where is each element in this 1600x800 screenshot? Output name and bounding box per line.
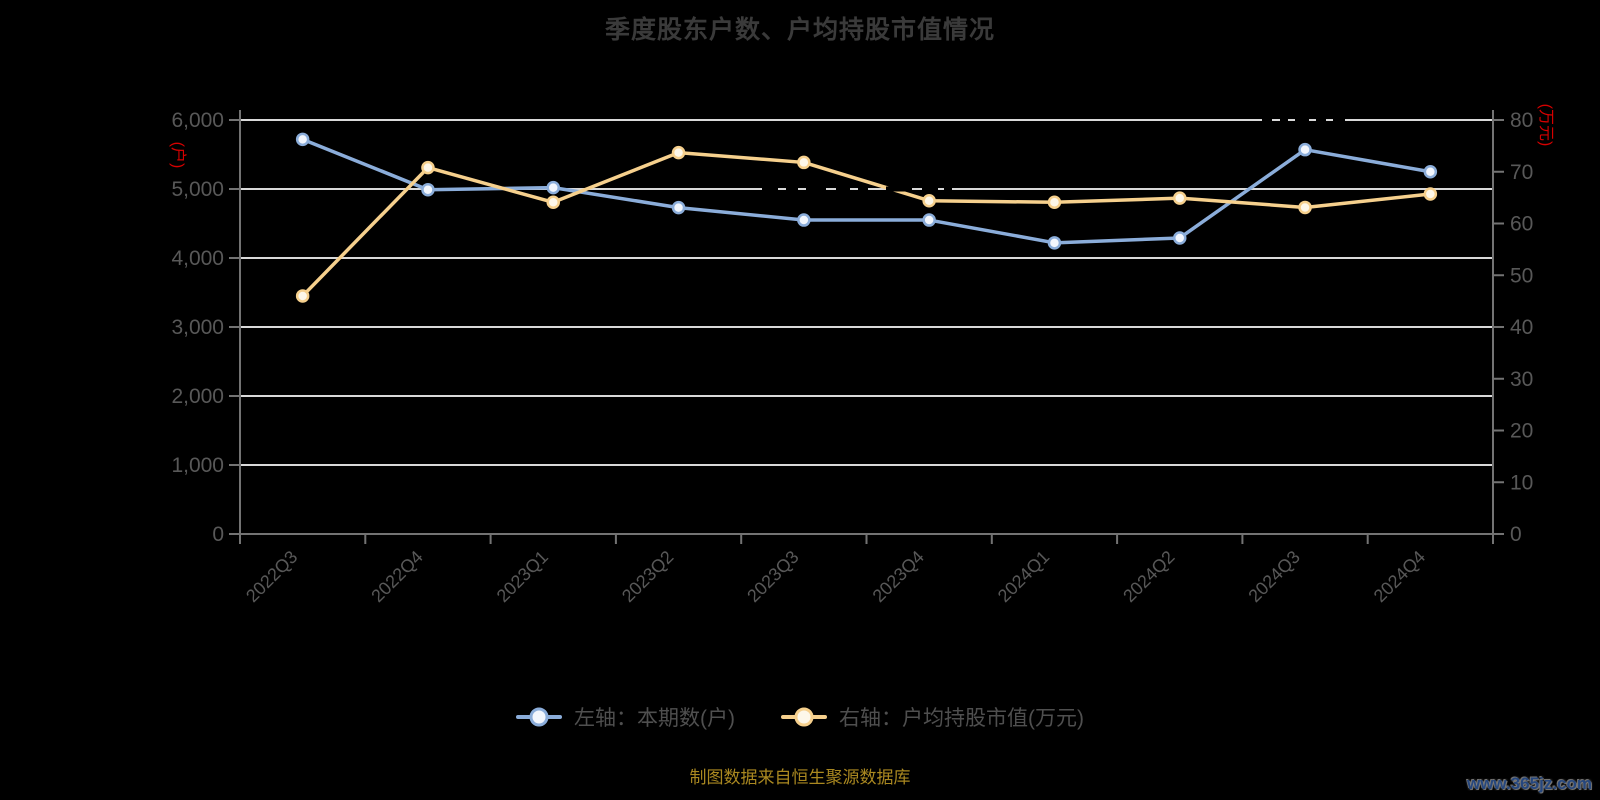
- avg-holding-value-point[interactable]: [295, 289, 310, 303]
- right-axis-tick-label: 40: [1510, 316, 1533, 339]
- shareholder-count-point[interactable]: [295, 132, 310, 147]
- left-axis-name: (户): [169, 142, 187, 169]
- hidden-label-artifact: [886, 186, 912, 192]
- left-axis-tick-label: 3,000: [171, 316, 224, 339]
- shareholder-count-point[interactable]: [546, 180, 560, 195]
- left-axis-tick-label: 2,000: [171, 385, 224, 408]
- right-axis-tick-label: 80: [1510, 109, 1533, 132]
- shareholder-count-point[interactable]: [1423, 165, 1438, 179]
- chart-title: 季度股东户数、户均持股市值情况: [604, 16, 995, 44]
- hidden-label-artifact: [1333, 117, 1345, 123]
- legend-label-left-axis: 左轴：本期数(户): [574, 707, 735, 730]
- legend-marker-yellow-icon: [781, 707, 827, 727]
- x-axis-category-label: 2023Q1: [493, 547, 552, 606]
- right-axis-tick-label: 0: [1510, 523, 1522, 546]
- shareholder-count-point[interactable]: [1047, 236, 1062, 250]
- avg-holding-value-point[interactable]: [1047, 195, 1062, 210]
- hidden-label-artifact: [806, 186, 826, 192]
- hidden-label-artifact: [944, 186, 952, 192]
- avg-holding-value-point[interactable]: [671, 145, 686, 160]
- shareholder-count-point[interactable]: [1173, 231, 1187, 245]
- shareholder-count-point[interactable]: [922, 213, 936, 227]
- legend: 左轴：本期数(户) 右轴：户均持股市值(万元): [0, 702, 1600, 732]
- x-axis-category-label: 2022Q4: [367, 547, 426, 606]
- x-axis-category-label: 2023Q3: [743, 547, 802, 606]
- right-axis-name: (万元): [1537, 104, 1554, 147]
- shareholder-count-line: [300, 137, 1433, 245]
- left-axis-tick-label: 0: [212, 523, 224, 546]
- avg-holding-value-point[interactable]: [546, 195, 560, 210]
- hidden-label-artifact: [786, 186, 798, 192]
- right-axis-tick-label: 20: [1510, 420, 1533, 443]
- x-axis-category-label: 2024Q2: [1119, 547, 1178, 606]
- hidden-label-artifact: [922, 186, 938, 192]
- hidden-label-artifact: [1295, 117, 1309, 123]
- x-axis-category-label: 2024Q1: [994, 547, 1053, 606]
- watermark-link[interactable]: www.365jz.com: [1466, 774, 1592, 793]
- right-axis-tick-label: 60: [1510, 213, 1533, 236]
- right-axis-tick-label: 30: [1510, 368, 1533, 391]
- right-axis-tick-label: 50: [1510, 264, 1533, 287]
- avg-holding-value-point[interactable]: [922, 193, 936, 208]
- avg-holding-value-line: [300, 150, 1433, 298]
- hidden-label-artifact: [1280, 117, 1288, 123]
- left-axis-tick-label: 4,000: [171, 247, 224, 270]
- right-axis-tick-label: 10: [1510, 471, 1533, 494]
- hidden-label-artifact: [762, 186, 778, 192]
- x-axis-category-label: 2024Q4: [1370, 547, 1429, 606]
- avg-holding-value-point[interactable]: [1298, 200, 1312, 215]
- x-axis-category-label: 2024Q3: [1244, 547, 1303, 606]
- avg-holding-value-point[interactable]: [421, 160, 435, 175]
- avg-holding-value-point[interactable]: [1423, 187, 1438, 201]
- x-axis-category-label: 2023Q4: [869, 547, 928, 606]
- hidden-label-artifact: [836, 186, 850, 192]
- legend-marker-blue-icon: [516, 707, 562, 727]
- x-axis-category-label: 2023Q2: [618, 547, 677, 606]
- left-axis-tick-label: 5,000: [171, 178, 224, 201]
- data-source-note: 制图数据来自恒生聚源数据库: [689, 768, 911, 787]
- left-axis-tick-label: 6,000: [171, 109, 224, 132]
- avg-holding-value-point[interactable]: [797, 155, 811, 170]
- legend-item-shareholder-count[interactable]: 左轴：本期数(户): [516, 702, 735, 732]
- hidden-label-artifact: [858, 186, 868, 192]
- right-axis-tick-label: 70: [1510, 161, 1533, 184]
- shareholder-count-point[interactable]: [671, 200, 686, 215]
- legend-label-right-axis: 右轴：户均持股市值(万元): [839, 707, 1084, 730]
- avg-holding-value-point[interactable]: [1173, 191, 1187, 205]
- legend-item-avg-holding-value[interactable]: 右轴：户均持股市值(万元): [781, 702, 1084, 732]
- x-axis-category-label: 2022Q3: [242, 547, 301, 606]
- hidden-label-artifact: [1316, 117, 1326, 123]
- shareholder-count-point[interactable]: [1298, 142, 1312, 157]
- shareholder-count-point[interactable]: [421, 182, 435, 197]
- shareholder-count-point[interactable]: [797, 213, 811, 227]
- left-axis-tick-label: 1,000: [171, 454, 224, 477]
- hidden-label-artifact: [1262, 117, 1272, 123]
